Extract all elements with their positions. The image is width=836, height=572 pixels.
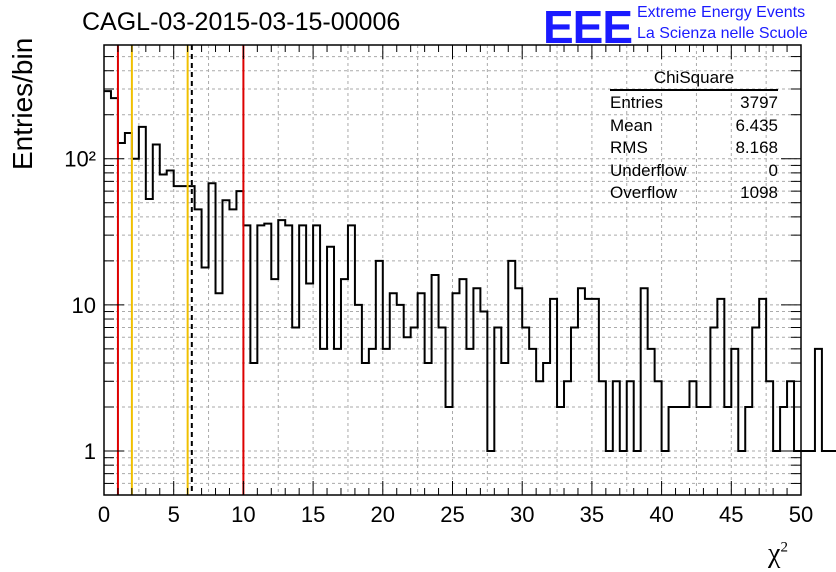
y-tick-label: 10² [64, 147, 96, 172]
logo-line-1: Extreme Energy Events [637, 4, 806, 21]
stats-label: Overflow [610, 183, 678, 202]
y-tick-label: 1 [84, 439, 96, 464]
stats-row-mean: Mean 6.435 [610, 116, 778, 139]
stats-label: Underflow [610, 160, 687, 180]
stats-value: 3797 [740, 93, 778, 112]
x-axis-label: χ2 [768, 538, 788, 570]
stats-row-rms: RMS 8.168 [610, 138, 778, 161]
stats-label: RMS [610, 138, 648, 157]
x-tick-label: 0 [98, 502, 110, 527]
stats-row-underflow: Underflow 0 [610, 161, 778, 184]
stats-label: Entries [610, 93, 663, 112]
y-tick-label: 10 [72, 293, 96, 318]
axis-ticks [103, 44, 802, 496]
y-tick-labels: 1 10 10² [64, 147, 96, 464]
x-tick-label: 10 [231, 502, 255, 527]
x-tick-label: 5 [168, 502, 180, 527]
chart-title: CAGL-03-2015-03-15-00006 [82, 8, 401, 36]
x-tick-label: 35 [580, 502, 604, 527]
x-tick-label: 15 [301, 502, 325, 527]
stats-value: 6.435 [735, 115, 778, 135]
x-axis-label-base: χ [768, 538, 781, 569]
x-tick-label: 45 [719, 502, 743, 527]
histogram-bars [104, 90, 836, 453]
x-tick-label: 50 [789, 502, 813, 527]
y-axis-label: Entries/bin [7, 37, 38, 170]
stats-label: Mean [610, 115, 653, 135]
stats-box: ChiSquare Entries 3797 Mean 6.435 RMS 8.168… [610, 68, 778, 206]
stats-value: 8.168 [735, 138, 778, 157]
x-tick-label: 40 [649, 502, 673, 527]
stats-value: 0 [768, 160, 778, 180]
x-tick-label: 20 [371, 502, 395, 527]
x-tick-label: 25 [440, 502, 464, 527]
stats-value: 1098 [740, 183, 778, 202]
cut-markers [116, 45, 245, 495]
x-axis-label-sup: 2 [780, 539, 788, 556]
x-tick-labels: 0 5 10 15 20 25 30 35 40 45 50 [98, 502, 813, 527]
stats-row-overflow: Overflow 1098 [610, 183, 778, 206]
x-tick-label: 30 [510, 502, 534, 527]
eee-logo: EEE [543, 1, 633, 53]
logo-line-2: La Scienza nelle Scuole [637, 25, 808, 42]
stats-title: ChiSquare [610, 68, 778, 91]
stats-row-entries: Entries 3797 [610, 93, 778, 116]
histogram-line [104, 90, 836, 453]
